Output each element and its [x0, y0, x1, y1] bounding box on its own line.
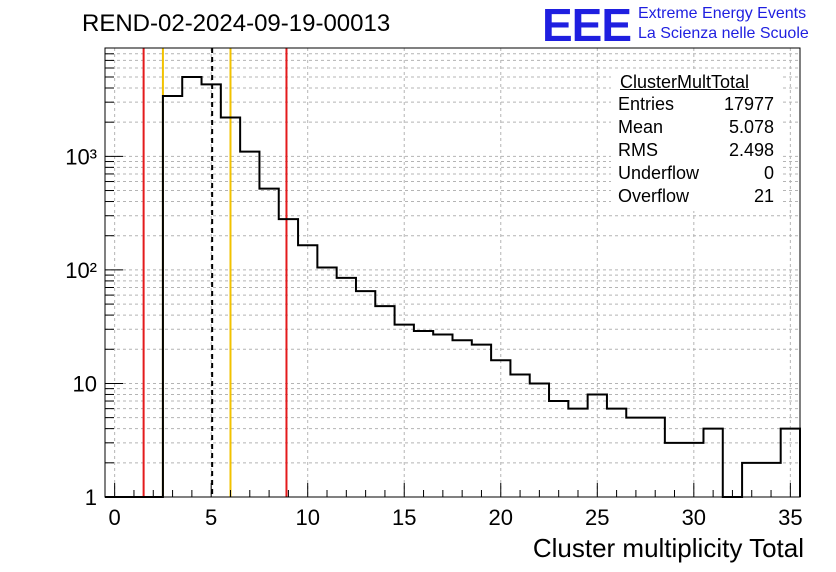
x-tick-label: 35: [778, 505, 802, 530]
stats-value: 17977: [723, 94, 774, 114]
histogram-bin: [665, 443, 684, 497]
histogram-bin: [356, 291, 375, 497]
histogram-bin: [221, 117, 240, 497]
histogram-bin: [414, 331, 433, 497]
histogram-bin: [588, 394, 607, 497]
histogram-bin: [530, 383, 549, 497]
histogram-bin: [279, 219, 298, 497]
stats-box: ClusterMultTotal Entries 17977 Mean 5.07…: [611, 70, 781, 211]
x-tick-label: 10: [295, 505, 319, 530]
stats-row-rms: RMS 2.498: [618, 140, 774, 163]
histogram-bin: [510, 374, 529, 497]
histogram-bin: [703, 429, 722, 497]
plot-frame: [104, 47, 801, 498]
x-tick-label: 0: [109, 505, 121, 530]
y-tick-label: 1: [85, 485, 97, 510]
stats-row-entries: Entries 17977: [618, 94, 774, 117]
histogram-bin: [607, 409, 626, 497]
stats-label: Mean: [618, 117, 664, 137]
histogram-bin: [433, 334, 452, 497]
stats-value: 2.498: [728, 140, 774, 160]
stats-row-underflow: Underflow 0: [618, 163, 774, 186]
histogram-bin: [568, 409, 587, 497]
histogram-bin: [259, 189, 278, 497]
histogram-bin: [375, 306, 394, 497]
stats-row-mean: Mean 5.078: [618, 117, 774, 140]
histogram-bin: [163, 96, 182, 497]
y-tick-label: 10: [73, 371, 97, 396]
histogram-bin: [626, 418, 645, 497]
x-tick-label: 5: [205, 505, 217, 530]
axes: [104, 47, 801, 498]
histogram-bin: [646, 418, 665, 497]
histogram-bin: [337, 278, 356, 497]
histogram-bin: [549, 401, 568, 497]
x-tick-label: 25: [585, 505, 609, 530]
histogram-bin: [317, 267, 336, 497]
stats-value: 5.078: [728, 117, 774, 137]
y-tick-label: 10³: [65, 144, 97, 169]
stats-label: Overflow: [618, 186, 690, 206]
histogram-bin: [240, 152, 259, 497]
histogram-bin: [472, 345, 491, 497]
logo-line-2: La Scienza nelle Scuole: [638, 25, 809, 42]
y-tick-label: 10²: [65, 258, 97, 283]
x-tick-label: 20: [489, 505, 513, 530]
stats-value: 0: [763, 163, 774, 183]
stats-row-overflow: Overflow 21: [618, 186, 774, 209]
plot-title: REND-02-2024-09-19-00013: [82, 10, 391, 37]
x-axis-label: Cluster multiplicity Total: [532, 533, 804, 563]
stats-label: RMS: [618, 140, 658, 160]
histogram-bin: [298, 245, 317, 497]
histogram-bars: [105, 75, 801, 498]
x-tick-label: 30: [682, 505, 706, 530]
stats-value: 21: [753, 186, 774, 206]
histogram-bin: [182, 77, 201, 497]
tick-labels: 0 5 10 15 20 25 30 35 1 10 10² 10³: [65, 144, 802, 530]
histogram-bin: [395, 325, 414, 497]
histogram-bin: [202, 84, 221, 497]
stats-title: ClusterMultTotal: [620, 72, 750, 92]
histogram-outline: [105, 75, 801, 498]
histogram-bin: [491, 360, 510, 497]
stats-label: Entries: [618, 94, 675, 114]
histogram-bin: [453, 340, 472, 497]
logo-letters: EEE: [542, 0, 632, 51]
logo-line-1: Extreme Energy Events: [638, 5, 807, 22]
stats-label: Underflow: [618, 163, 700, 183]
x-tick-label: 15: [392, 505, 416, 530]
